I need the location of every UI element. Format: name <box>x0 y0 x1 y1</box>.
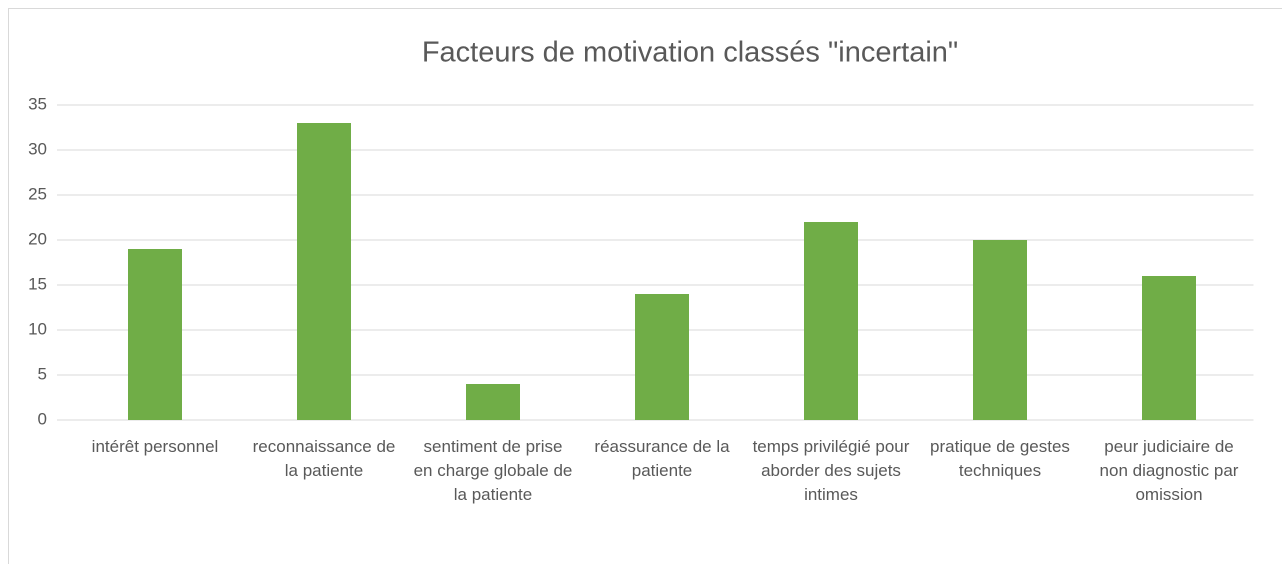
y-tick-label: 5 <box>38 364 47 383</box>
y-tick-label: 20 <box>28 229 47 248</box>
x-tick-label: réassurance de la patiente <box>594 437 730 480</box>
bar <box>635 294 689 420</box>
bar <box>804 222 858 420</box>
x-tick-label: reconnaissance de la patiente <box>252 437 396 480</box>
x-tick-label: intérêt personnel <box>91 437 219 456</box>
bar <box>973 240 1027 420</box>
chart-border <box>8 8 1282 564</box>
x-tick-label: pratique de gestes techniques <box>930 437 1070 480</box>
bar <box>297 123 351 420</box>
y-tick-label: 30 <box>28 139 47 158</box>
bar <box>1142 276 1196 420</box>
y-tick-label: 0 <box>38 409 47 428</box>
chart-title: Facteurs de motivation classés "incertai… <box>422 37 958 69</box>
y-tick-label: 25 <box>28 184 47 203</box>
bar <box>466 384 520 420</box>
y-tick-label: 10 <box>28 319 47 338</box>
y-tick-label: 35 <box>28 94 47 113</box>
y-tick-label: 15 <box>28 274 47 293</box>
x-tick-label: temps privilégié pour aborder des sujets… <box>752 437 910 504</box>
bar <box>128 249 182 420</box>
x-tick-label: peur judiciaire de non diagnostic par om… <box>1099 437 1239 504</box>
x-tick-label: sentiment de prise en charge globale de … <box>413 437 573 504</box>
